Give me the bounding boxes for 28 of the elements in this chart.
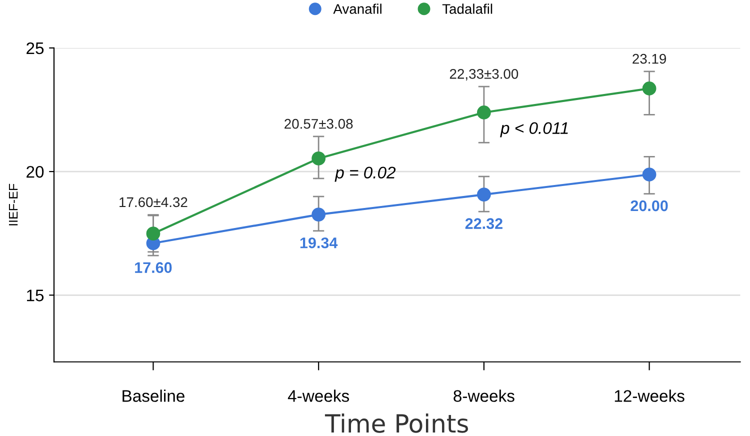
x-tick-label: 12-weeks xyxy=(614,390,684,402)
x-tick-label: 4-weeks xyxy=(288,390,350,402)
legend-label: Avanafil xyxy=(333,4,382,14)
point xyxy=(312,152,326,166)
annotation: 22,33±3.00 xyxy=(450,68,518,80)
annotation: 23.19 xyxy=(632,54,666,64)
legend-label: Tadalafil xyxy=(442,4,492,14)
annotation: p = 0.02 xyxy=(334,166,396,182)
x-tick-label: Baseline xyxy=(122,390,184,402)
annotation: 17.60 xyxy=(135,262,172,273)
point xyxy=(642,82,656,96)
annotation: p < 0.011 xyxy=(500,122,568,138)
y-tick-label: 15 xyxy=(27,290,44,302)
annotation: 19.34 xyxy=(300,237,338,248)
annotation: 20.00 xyxy=(630,200,668,212)
annotation: 17.60±4.32 xyxy=(120,197,188,208)
point xyxy=(476,106,491,120)
annotation: 20.57±3.08 xyxy=(284,118,353,129)
y-axis-title: IIEF-EF xyxy=(8,184,18,226)
point xyxy=(146,226,160,241)
point xyxy=(312,208,326,222)
y-tick-label: 25 xyxy=(26,42,44,54)
point xyxy=(476,188,491,202)
x-tick-label: 8-weeks xyxy=(454,390,514,402)
annotation: 22.32 xyxy=(465,218,502,230)
y-tick-label: 20 xyxy=(26,166,44,178)
point xyxy=(642,168,656,182)
x-axis-title: Time Points xyxy=(324,414,468,433)
